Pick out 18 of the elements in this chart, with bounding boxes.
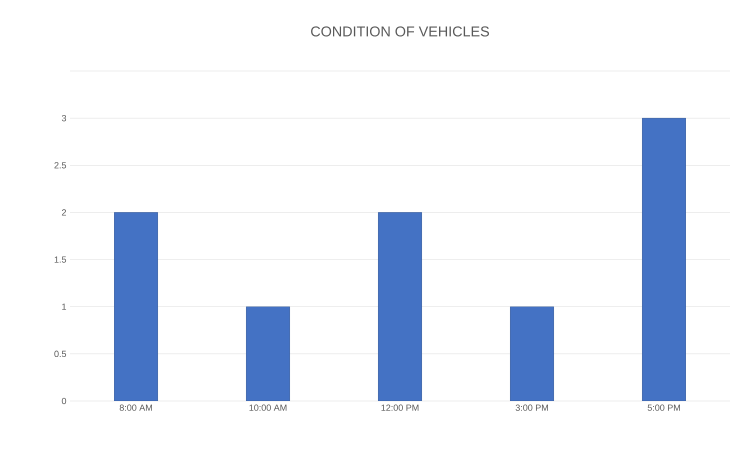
x-tick-label: 5:00 PM bbox=[648, 404, 680, 411]
y-tick-label: 1.5 bbox=[54, 256, 66, 263]
bar bbox=[246, 306, 290, 401]
y-tick-label: 2 bbox=[62, 209, 66, 216]
bar bbox=[642, 118, 686, 401]
bar bbox=[510, 306, 554, 401]
x-tick-label: 3:00 PM bbox=[516, 404, 548, 411]
y-tick-label: 1 bbox=[62, 304, 66, 310]
y-tick-label: 0 bbox=[62, 398, 66, 404]
bar bbox=[378, 212, 422, 401]
bar bbox=[114, 212, 158, 401]
x-tick-label: 12:00 PM bbox=[382, 404, 418, 411]
x-tick-label: 10:00 AM bbox=[250, 404, 286, 411]
y-tick-label: 3 bbox=[62, 114, 66, 122]
y-tick-label: 0.5 bbox=[54, 350, 66, 358]
chart-title: CONDITION OF VEHICLES bbox=[311, 26, 490, 36]
y-tick-label: 2.5 bbox=[54, 162, 66, 168]
x-tick-label: 8:00 AM bbox=[120, 404, 152, 411]
